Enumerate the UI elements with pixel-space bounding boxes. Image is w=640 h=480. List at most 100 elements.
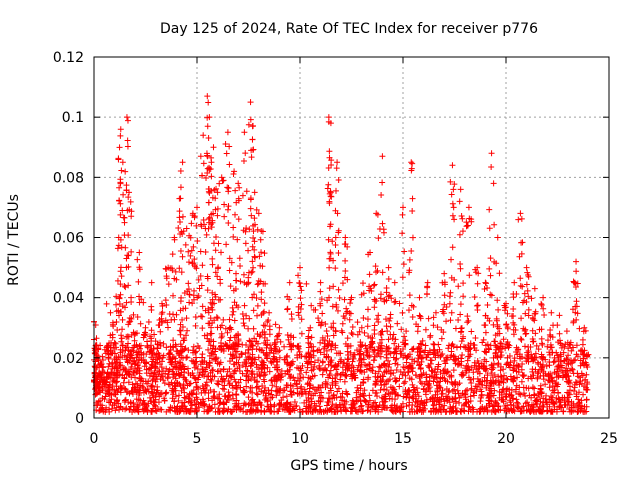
data-point <box>325 236 332 243</box>
data-point <box>334 307 341 314</box>
data-point <box>367 285 374 292</box>
data-point <box>443 386 450 393</box>
data-point <box>143 388 150 395</box>
data-point <box>364 352 371 359</box>
data-point <box>329 303 336 310</box>
data-point <box>120 191 127 198</box>
data-point <box>259 347 266 354</box>
data-point <box>385 264 392 271</box>
x-tick-label: 25 <box>600 431 618 447</box>
data-point <box>464 357 471 364</box>
data-point <box>293 402 300 409</box>
data-point <box>543 363 550 370</box>
data-point <box>484 341 491 348</box>
data-point <box>574 408 581 415</box>
data-point <box>243 383 250 390</box>
data-point <box>233 270 240 277</box>
data-point <box>337 393 344 400</box>
data-point <box>111 339 118 346</box>
data-point <box>392 298 399 305</box>
data-point <box>122 344 129 351</box>
data-point <box>441 279 448 286</box>
data-point <box>141 401 148 408</box>
data-point <box>123 114 130 121</box>
data-point <box>503 361 510 368</box>
data-point <box>318 394 325 401</box>
data-point <box>258 362 265 369</box>
data-point <box>538 353 545 360</box>
data-point <box>249 146 256 153</box>
data-point <box>295 272 302 279</box>
data-point <box>327 255 334 262</box>
data-point <box>137 375 144 382</box>
data-point <box>260 322 267 329</box>
data-point <box>332 265 339 272</box>
data-point <box>162 390 169 397</box>
data-point <box>522 310 529 317</box>
data-point <box>494 297 501 304</box>
data-point <box>218 330 225 337</box>
data-point <box>177 365 184 372</box>
data-point <box>272 339 279 346</box>
data-point <box>359 280 366 287</box>
data-point <box>209 255 216 262</box>
data-point <box>439 308 446 315</box>
data-point <box>357 391 364 398</box>
data-point <box>185 259 192 266</box>
data-point <box>373 403 380 410</box>
data-point <box>329 238 336 245</box>
data-point <box>318 296 325 303</box>
data-point <box>254 312 261 319</box>
data-point <box>382 316 389 323</box>
data-point <box>172 268 179 275</box>
data-point <box>95 389 102 396</box>
data-point <box>430 401 437 408</box>
data-point <box>457 408 464 415</box>
data-point <box>511 279 518 286</box>
data-point <box>303 397 310 404</box>
data-point <box>555 354 562 361</box>
data-point <box>298 316 305 323</box>
data-point <box>458 338 465 345</box>
data-point <box>326 285 333 292</box>
data-point <box>327 342 334 349</box>
data-point <box>193 358 200 365</box>
data-point <box>551 358 558 365</box>
data-point <box>539 341 546 348</box>
data-point <box>406 256 413 263</box>
data-point <box>574 280 581 287</box>
data-point <box>177 195 184 202</box>
data-point <box>226 392 233 399</box>
data-point <box>311 363 318 370</box>
data-point <box>235 216 242 223</box>
data-point <box>453 344 460 351</box>
data-point <box>253 364 260 371</box>
data-point <box>379 179 386 186</box>
data-point <box>119 316 126 323</box>
data-point <box>389 335 396 342</box>
data-point <box>538 390 545 397</box>
x-axis-label: GPS time / hours <box>290 458 407 474</box>
data-point <box>327 359 334 366</box>
data-point <box>178 228 185 235</box>
data-point <box>165 371 172 378</box>
data-point <box>346 364 353 371</box>
data-point <box>482 279 489 286</box>
data-point <box>556 396 563 403</box>
data-point <box>569 366 576 373</box>
data-point <box>186 291 193 298</box>
data-point <box>451 216 458 223</box>
data-point <box>99 395 106 402</box>
data-point <box>540 404 547 411</box>
data-point <box>239 310 246 317</box>
data-point <box>423 396 430 403</box>
data-point <box>107 332 114 339</box>
data-point <box>114 277 121 284</box>
data-point <box>226 325 233 332</box>
data-point <box>194 396 201 403</box>
data-point <box>214 189 221 196</box>
data-point <box>291 398 298 405</box>
data-point <box>127 399 134 406</box>
data-point <box>539 408 546 415</box>
data-point <box>248 212 255 219</box>
